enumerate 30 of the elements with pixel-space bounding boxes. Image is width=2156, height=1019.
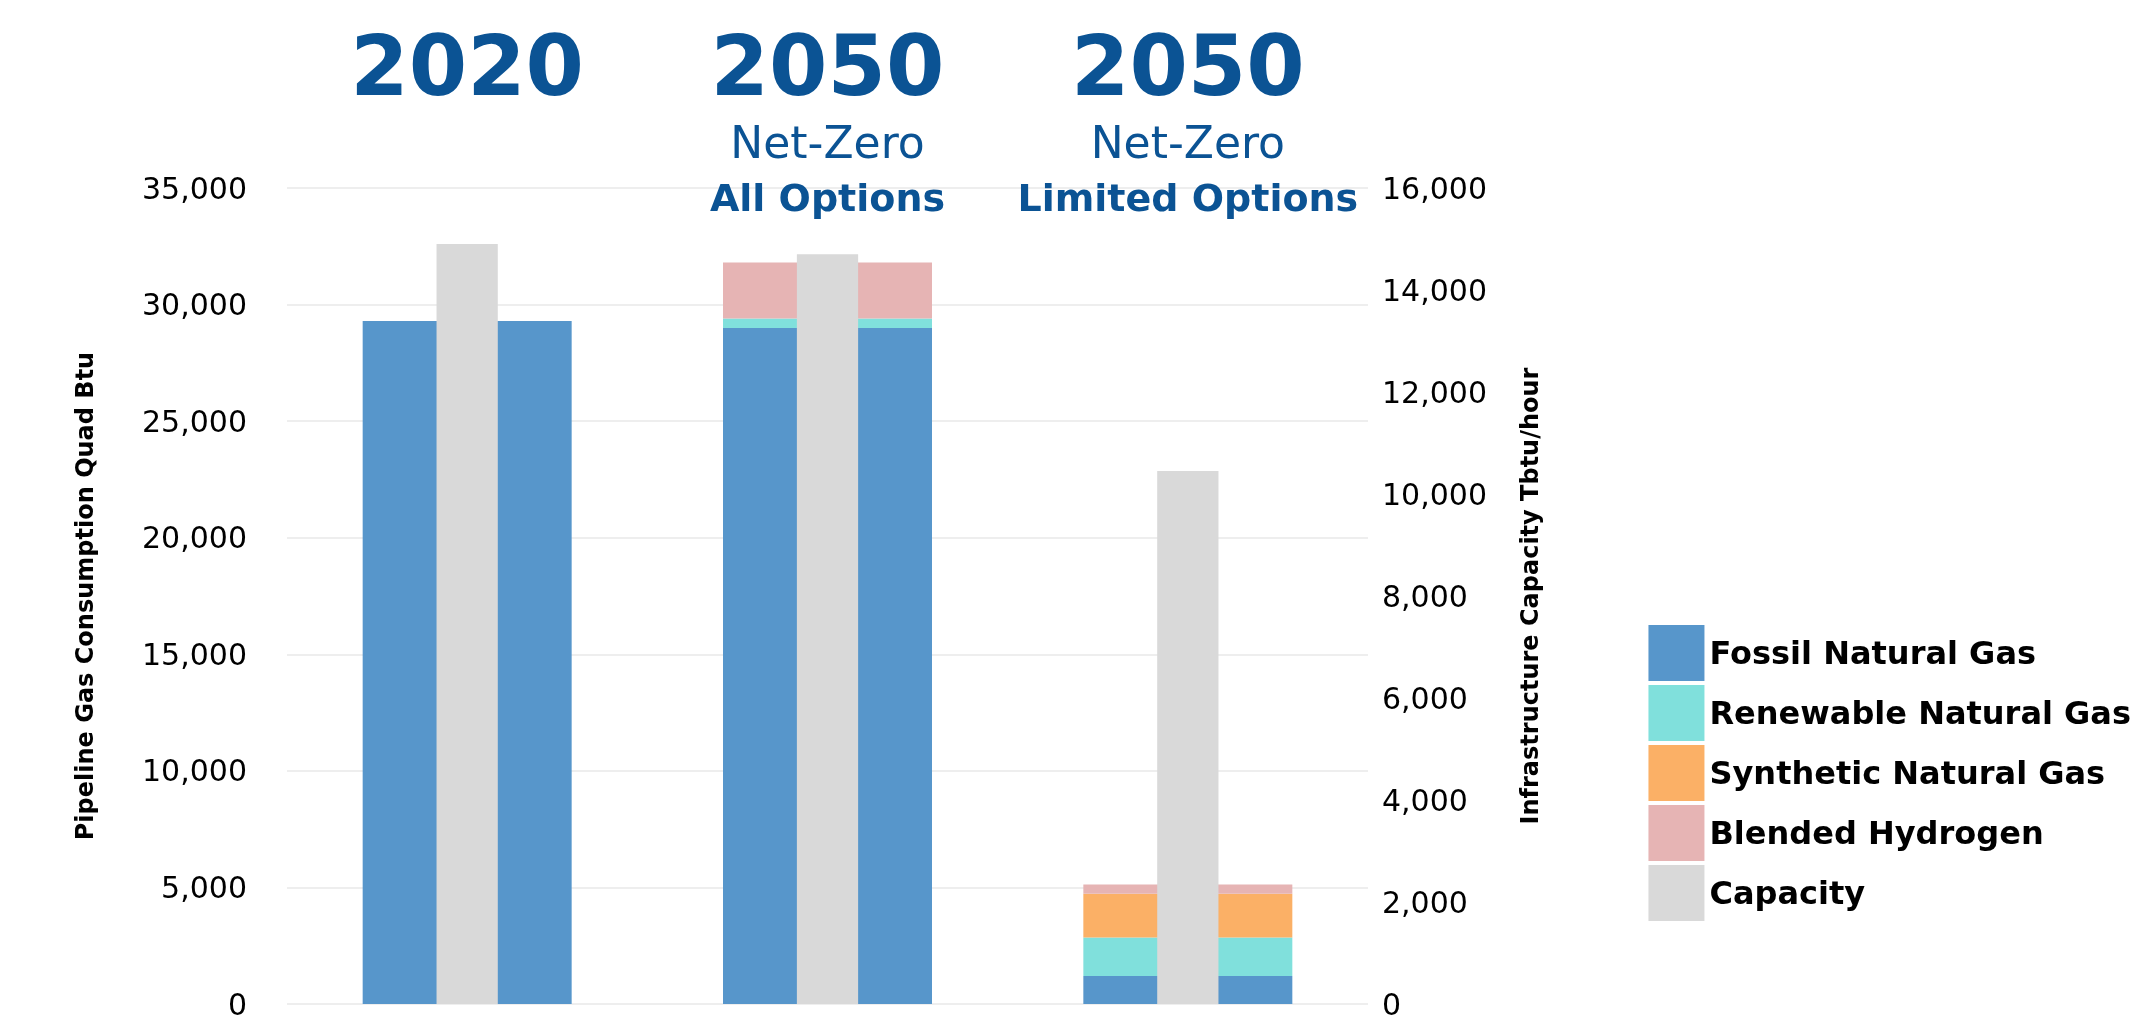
legend-label: Synthetic Natural Gas (1709, 754, 2106, 792)
y2-tick-label: 16,000 (1382, 170, 1487, 206)
x-tick-label: 2020 (350, 17, 585, 115)
bar (436, 244, 498, 1004)
y2-axis-title: Infrastructure Capacity Tbtu/hour (1516, 367, 1544, 825)
legend-label: Fossil Natural Gas (1709, 634, 2037, 672)
y2-tick-label: 4,000 (1382, 782, 1468, 818)
y-tick-label: 0 (227, 986, 247, 1019)
y-tick-label: 10,000 (142, 753, 247, 789)
y2-tick-label: 6,000 (1382, 680, 1468, 716)
y2-tick-label: 14,000 (1382, 272, 1487, 308)
y-axis-title: Pipeline Gas Consumption Quad Btu (71, 351, 99, 841)
bar (796, 254, 859, 1004)
y-tick-label: 35,000 (142, 170, 247, 206)
legend-label: Blended Hydrogen (1709, 814, 2044, 852)
y-tick-label: 30,000 (142, 287, 247, 323)
y-tick-label: 25,000 (142, 403, 247, 439)
y2-tick-label: 10,000 (1382, 476, 1487, 512)
x-tick-label: 2050 Net-Zero Limited Options (1017, 17, 1359, 220)
legend-label: Capacity (1709, 874, 1866, 912)
y2-tick-label: 12,000 (1382, 374, 1487, 410)
y2-tick-label: 8,000 (1382, 578, 1468, 614)
legend-label: Renewable Natural Gas (1709, 694, 2131, 732)
y-tick-label: 15,000 (142, 636, 247, 672)
x-tick-label: 2050 Net-Zero All Options (709, 17, 946, 220)
y-tick-label: 5,000 (161, 869, 247, 905)
y-tick-label: 20,000 (142, 520, 247, 556)
y2-tick-label: 0 (1382, 986, 1402, 1019)
y2-tick-label: 2,000 (1382, 884, 1468, 920)
bar (1157, 471, 1219, 1004)
